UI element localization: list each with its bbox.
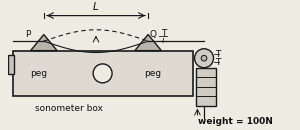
Bar (196, 68, 216, 106)
Bar (13, 51, 193, 96)
Circle shape (195, 49, 214, 68)
Text: i: i (161, 36, 164, 45)
Text: T: T (215, 50, 221, 59)
Text: T: T (215, 57, 221, 67)
Bar (8, 55, 14, 74)
Circle shape (93, 64, 112, 83)
Text: P: P (25, 30, 31, 39)
Text: L: L (93, 2, 99, 12)
Text: weight = 100N: weight = 100N (198, 117, 273, 126)
Text: Q: Q (150, 30, 157, 39)
Polygon shape (135, 34, 161, 51)
Text: T: T (161, 29, 167, 38)
Text: peg: peg (31, 69, 48, 78)
Polygon shape (31, 34, 57, 51)
Text: sonometer box: sonometer box (35, 104, 104, 113)
Text: peg: peg (144, 69, 161, 78)
Circle shape (201, 55, 207, 61)
